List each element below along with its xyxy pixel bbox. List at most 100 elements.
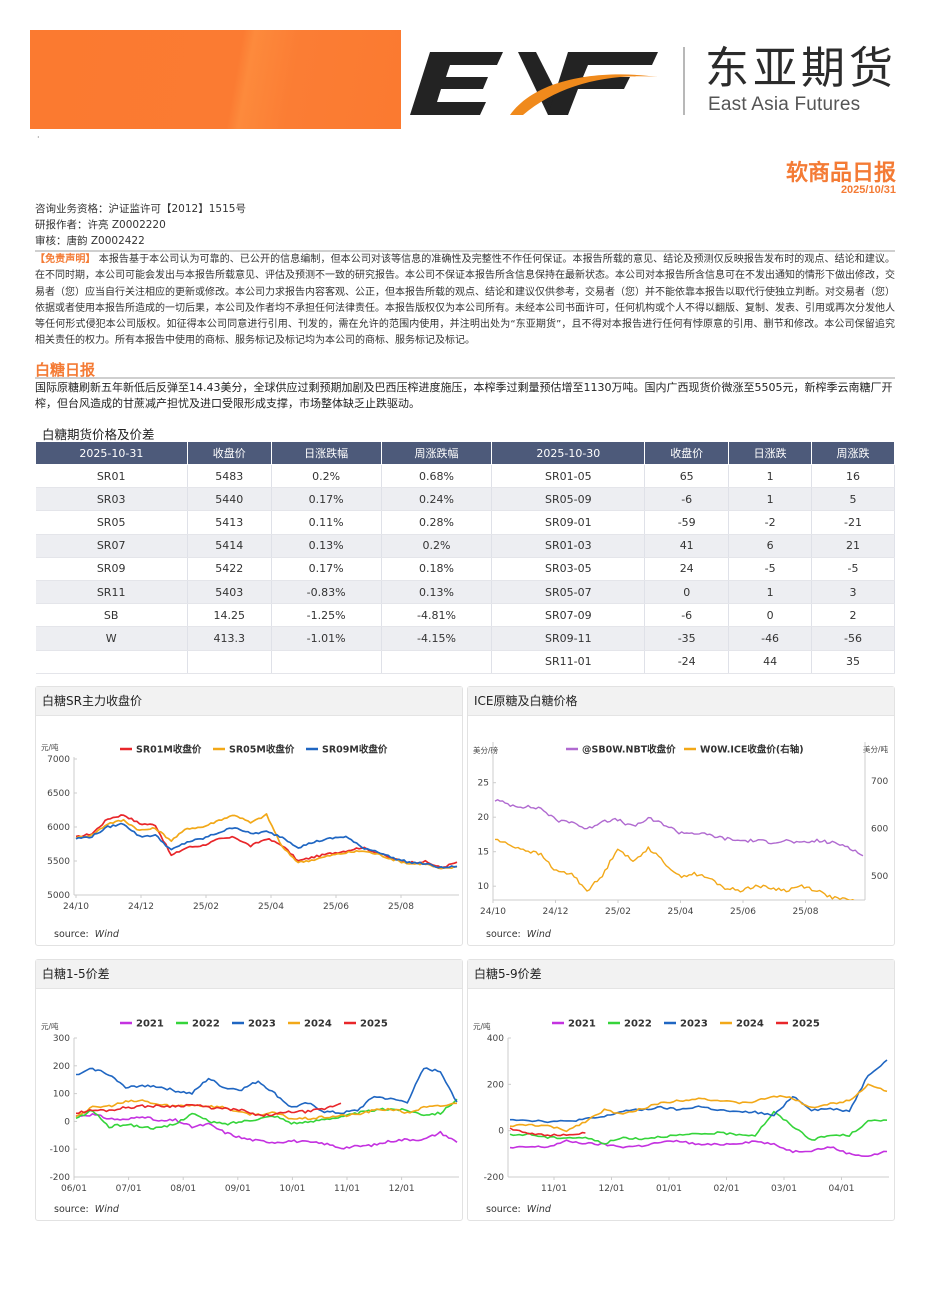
cell-weekly-change-pct: -4.15% [381, 626, 493, 651]
table-row: W 413.3 -1.01% -4.15% SR09-11 -35 -46 -56 [35, 626, 895, 651]
cell-daily-change-pct: -1.25% [271, 603, 382, 628]
x-tick-label: 25/02 [605, 907, 631, 917]
spread-5-9-chart: 2021 2022 2023 2024 2025 元/吨 -200 0 200 400 11/01 1… [473, 1019, 889, 1194]
legend-label: 2022 [192, 1019, 220, 1030]
reviewer-info: 审核：唐韵 Z0002422 [35, 235, 145, 247]
report-title: 软商品日报 [785, 160, 896, 185]
cell-daily-change-pct: -0.83% [271, 580, 382, 605]
cell-spread-daily-change: -2 [728, 510, 813, 535]
chart-panel-spread-5-9: 白糖5-9价差 2021 2022 2023 2024 2025 元/吨 -200 0 200 4… [467, 959, 895, 1221]
cell-spread-weekly-change: -5 [811, 557, 895, 581]
cell-spread: SR05-09 [491, 487, 646, 512]
table-row: SR05 5413 0.11% 0.28% SR09-01 -59 -2 -21 [35, 510, 895, 535]
chart-source: source: Wind [486, 929, 551, 940]
y-tick-label: 7000 [47, 755, 70, 765]
table-header-row: 2025-10-31 收盘价 日涨跌幅 周涨跌幅 2025-10-30 收盘价 … [35, 441, 895, 465]
cell-close: 5422 [187, 557, 272, 581]
series-line [509, 1127, 586, 1137]
cell-contract: SB [35, 603, 188, 628]
bullet-dot: · [37, 133, 40, 142]
series-line [494, 838, 855, 900]
table-row: SB 14.25 -1.25% -4.81% SR07-09 -6 0 2 [35, 603, 895, 628]
series-line [75, 822, 458, 869]
series-line [75, 1102, 342, 1118]
x-tick-label: 07/01 [116, 1184, 142, 1194]
chart-panel-sr-main: 白糖SR主力收盘价 SR01M收盘价 SR05M收盘价 SR09M收盘价 元/吨 500… [35, 686, 463, 946]
cell-spread-daily-change: -46 [728, 626, 813, 651]
x-tick-label: 25/08 [388, 902, 414, 912]
ice-sugar-chart: @SB0W.NBT收盘价 W0W.ICE收盘价(右轴) 美分/磅 美分/吨 10 15 20… [473, 742, 889, 917]
cell-weekly-change-pct: 0.24% [381, 487, 493, 512]
logo-divider [683, 47, 685, 115]
x-tick-label: 25/04 [258, 902, 284, 912]
cell-contract: SR05 [35, 510, 188, 535]
cell-daily-change-pct: -1.01% [271, 626, 382, 651]
cell-weekly-change-pct: -4.81% [381, 603, 493, 628]
cell-spread-weekly-change: 16 [811, 464, 895, 489]
series-line [76, 1067, 458, 1115]
y-tick-label: -200 [50, 1173, 71, 1183]
header-banner [30, 30, 401, 129]
cell-spread: SR03-05 [491, 557, 646, 581]
chart-panel-ice-sugar: ICE原糖及白糖价格 @SB0W.NBT收盘价 W0W.ICE收盘价(右轴) 美分/… [467, 686, 895, 946]
cell-spread: SR05-07 [491, 580, 646, 605]
cell-weekly-change-pct: 0.13% [381, 580, 493, 605]
cell-spread-weekly-change: 35 [811, 650, 895, 674]
series-line [509, 1110, 888, 1145]
x-tick-label: 04/01 [829, 1184, 855, 1194]
cell-spread-close: -59 [644, 510, 730, 535]
x-tick-label: 25/04 [668, 907, 694, 917]
x-tick-label: 11/01 [334, 1184, 360, 1194]
y-tick-label: 20 [478, 813, 490, 823]
disclaimer-text: 本报告基于本公司认为可靠的、已公开的信息编制，但本公司对该等信息的准确性及完整性… [35, 254, 895, 347]
cell-spread-weekly-change: -21 [811, 510, 895, 535]
x-tick-label: 12/01 [599, 1184, 625, 1194]
y-axis-unit-right: 美分/吨 [863, 744, 889, 754]
cell-spread-close: 24 [644, 557, 730, 581]
cell-close: 5440 [187, 487, 272, 512]
divider [35, 250, 895, 252]
legend-label: 2025 [792, 1019, 820, 1030]
y-tick-label: -200 [484, 1173, 505, 1183]
company-name-en: East Asia Futures [708, 94, 861, 115]
cell-weekly-change-pct: 0.2% [381, 534, 493, 558]
col-date-left: 2025-10-31 [35, 441, 188, 465]
y-tick-label: 6500 [47, 789, 70, 799]
cell-spread-close: 65 [644, 464, 730, 489]
x-tick-label: 25/06 [323, 902, 349, 912]
cell-spread: SR07-09 [491, 603, 646, 628]
cell-close: 5414 [187, 534, 272, 558]
x-tick-label: 25/02 [193, 902, 219, 912]
cell-contract [35, 650, 188, 674]
col-close-right: 收盘价 [644, 441, 730, 465]
series-line [75, 813, 458, 870]
report-meta: 咨询业务资格：沪证监许可【2012】1515号 研报作者：许亮 Z0002220… [35, 201, 246, 249]
legend-label: 2022 [624, 1019, 652, 1030]
cell-spread-daily-change: -5 [728, 557, 813, 581]
cell-close: 5403 [187, 580, 272, 605]
x-tick-label: 03/01 [771, 1184, 797, 1194]
table-row: SR11 5403 -0.83% 0.13% SR05-07 0 1 3 [35, 580, 895, 605]
series-line [510, 1059, 888, 1124]
cell-weekly-change-pct [381, 650, 493, 674]
col-daily-change: 日涨跌 [728, 441, 813, 465]
x-tick-label: 24/12 [128, 902, 154, 912]
y-axis-unit: 元/吨 [473, 1021, 491, 1031]
cell-close: 413.3 [187, 626, 272, 651]
legend-label: @SB0W.NBT收盘价 [582, 744, 676, 756]
y-tick-label: 10 [478, 882, 490, 892]
legend-label: 2021 [136, 1019, 164, 1030]
company-name-cn: 东亚期货 [705, 43, 897, 94]
legend-label: 2023 [248, 1019, 276, 1030]
cell-spread-daily-change: 0 [728, 603, 813, 628]
chart-title: 白糖5-9价差 [468, 960, 894, 989]
col-date-right: 2025-10-30 [491, 441, 646, 465]
chart-source: source: Wind [54, 1204, 119, 1215]
col-daily-change-pct: 日涨跌幅 [270, 441, 382, 465]
legend-label: 2021 [568, 1019, 596, 1030]
cell-spread: SR09-11 [491, 626, 646, 651]
chart-title: 白糖1-5价差 [36, 960, 462, 989]
col-close-left: 收盘价 [186, 441, 272, 465]
y-tick-label: 100 [53, 1090, 70, 1100]
y-tick-label: 400 [487, 1034, 504, 1044]
